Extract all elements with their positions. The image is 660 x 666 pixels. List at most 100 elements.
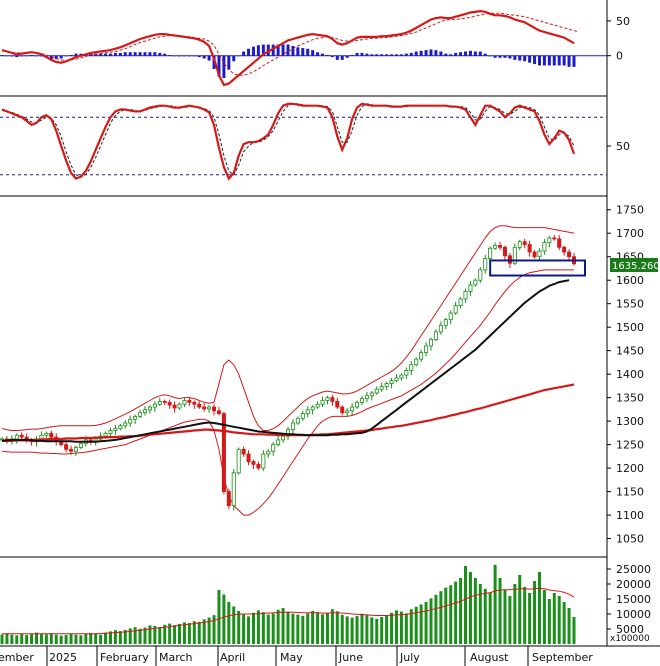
volume-bar <box>444 587 448 644</box>
macd-histogram-bar <box>138 52 142 56</box>
macd-histogram-bar <box>25 55 29 57</box>
x-tick-label: August <box>470 651 509 664</box>
price-candle <box>335 400 340 408</box>
volume-tick-label: 15000 <box>616 593 651 606</box>
price-candle <box>414 358 419 366</box>
macd-histogram-bar <box>207 55 211 61</box>
macd-histogram-bar <box>113 52 117 56</box>
macd-histogram-bar <box>217 55 221 77</box>
volume-bar <box>370 617 374 644</box>
macd-histogram-bar <box>251 46 255 56</box>
volume-bar <box>39 633 43 644</box>
price-candle <box>266 450 271 455</box>
price-candle <box>512 246 517 264</box>
macd-histogram-bar <box>370 54 374 56</box>
volume-scale-label: x100000 <box>610 634 650 644</box>
macd-histogram-bar <box>173 55 177 57</box>
price-candle <box>236 448 241 474</box>
macd-histogram-bar <box>163 53 167 56</box>
macd-histogram-bar <box>311 50 315 56</box>
volume-tick-label: 10000 <box>616 608 651 621</box>
volume-bar <box>414 606 418 644</box>
macd-histogram-bar <box>153 52 157 56</box>
price-candle <box>281 435 286 441</box>
volume-bar <box>74 634 78 644</box>
macd-histogram-bar <box>20 55 24 57</box>
price-tick-label: 1450 <box>616 345 644 358</box>
volume-bar <box>513 584 517 644</box>
price-candle <box>103 432 108 437</box>
price-candle <box>192 401 197 405</box>
macd-histogram-bar <box>108 53 112 56</box>
macd-histogram-bar <box>182 55 186 57</box>
price-candle <box>172 404 177 409</box>
macd-histogram-bar <box>178 55 182 57</box>
volume-bar <box>178 623 182 644</box>
price-tick-label: 1300 <box>616 415 644 428</box>
volume-bar <box>276 609 280 644</box>
volume-bar <box>488 592 492 644</box>
volume-bar <box>30 634 34 644</box>
last-price-tag: 1635.260 <box>610 258 660 272</box>
volume-bar <box>409 609 413 644</box>
volume-bar <box>138 628 142 644</box>
volume-bar <box>163 624 167 644</box>
price-panel: 1050 1100 1150 1200 1250 1300 1350 1400 1450 1500… <box>0 204 644 546</box>
volume-bar <box>59 635 63 644</box>
x-tick-label: May <box>280 651 303 664</box>
price-tick-label: 1200 <box>616 462 644 475</box>
price-candle <box>123 422 128 427</box>
macd-histogram-bar <box>345 55 349 58</box>
macd-histogram-bar <box>340 55 344 60</box>
volume-bar <box>15 635 19 644</box>
volume-bar <box>247 616 251 644</box>
volume-bar <box>542 590 546 644</box>
macd-histogram-bar <box>237 55 241 57</box>
volume-bar <box>271 613 275 644</box>
macd-histogram-bar <box>222 55 226 78</box>
price-candle <box>93 438 98 442</box>
macd-signal-line <box>1 12 580 76</box>
macd-histogram-bar <box>503 55 507 58</box>
price-candle <box>355 401 360 408</box>
bollinger-upper-band <box>1 225 575 431</box>
volume-bar <box>483 588 487 644</box>
macd-histogram-bar <box>30 55 34 56</box>
volume-bar <box>202 619 206 644</box>
macd-histogram-bar <box>271 44 275 56</box>
macd-histogram-bar <box>508 55 512 59</box>
volume-bar <box>321 614 325 644</box>
macd-histogram-bar <box>552 55 556 66</box>
volume-bar <box>123 629 127 644</box>
volume-bar <box>0 634 4 644</box>
volume-bar <box>355 616 359 644</box>
volume-bar <box>192 621 196 644</box>
price-candle <box>19 434 24 438</box>
price-tick-label: 1100 <box>616 509 644 522</box>
price-candle <box>44 432 49 436</box>
volume-tick-label: 5000 <box>616 623 644 636</box>
macd-histogram-bar <box>528 55 532 63</box>
volume-bar <box>498 578 502 644</box>
price-candle <box>473 279 478 286</box>
macd-histogram-bar <box>148 52 152 56</box>
volume-moving-average <box>2 587 575 635</box>
macd-histogram-bar <box>350 55 354 56</box>
macd-histogram-bar <box>513 55 517 60</box>
price-candle <box>532 251 537 258</box>
volume-bar <box>108 631 112 644</box>
volume-bar <box>20 633 24 644</box>
price-tick-label: 1400 <box>616 368 644 381</box>
macd-histogram-bar <box>261 44 265 56</box>
macd-histogram-bar <box>306 48 310 56</box>
volume-bar <box>390 612 394 644</box>
price-candle <box>310 406 315 411</box>
macd-histogram-bar <box>281 44 285 56</box>
volume-bar <box>261 612 265 644</box>
price-candle <box>483 258 488 271</box>
macd-histogram-bar <box>429 49 433 56</box>
volume-bar <box>212 615 216 644</box>
x-tick-label: ember <box>0 651 34 664</box>
price-tick-label: 1750 <box>616 204 644 217</box>
volume-bar <box>173 625 177 644</box>
